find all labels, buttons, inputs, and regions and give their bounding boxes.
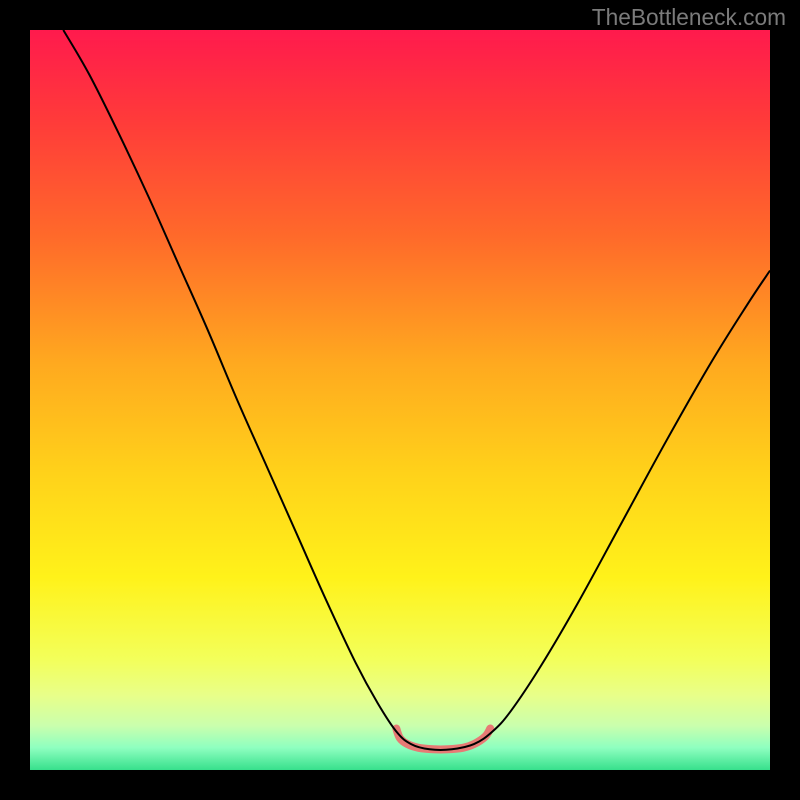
watermark-text: TheBottleneck.com: [592, 4, 786, 31]
bottleneck-chart: TheBottleneck.com: [0, 0, 800, 800]
bottleneck-curve: [63, 30, 770, 750]
chart-curve-layer: [0, 0, 800, 800]
optimal-range-marker: [396, 729, 490, 750]
